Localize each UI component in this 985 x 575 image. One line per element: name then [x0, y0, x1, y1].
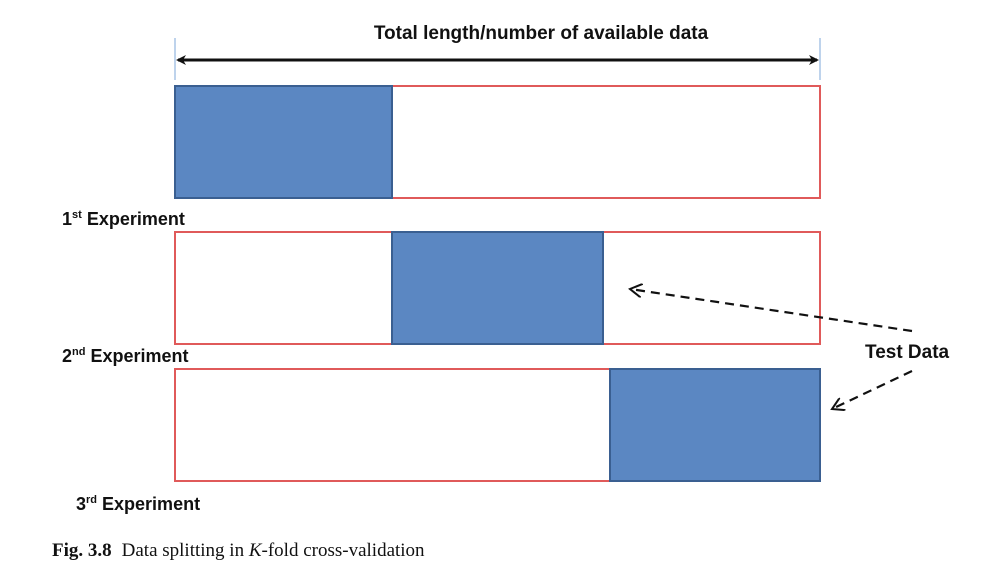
test-data-label: Test Data — [865, 342, 950, 363]
figure-caption: Fig. 3.8 Data splitting in K-fold cross-v… — [52, 540, 425, 562]
figure-number: Fig. 3.8 — [52, 540, 112, 561]
test-data-pointer-3 — [832, 370, 913, 409]
experiment-2-test-block — [391, 231, 604, 345]
caption-text-before: Data splitting in — [121, 540, 249, 561]
experiment-2-label: 2nd Experiment — [62, 346, 189, 366]
test-data-pointer-2 — [630, 289, 913, 333]
experiment-3-test-block — [609, 368, 821, 482]
experiment-3-label: 3rd Experiment — [76, 494, 200, 514]
experiment-1-label: 1st Experiment — [62, 209, 185, 229]
experiment-1-test-block — [174, 85, 393, 199]
caption-text-after: -fold cross-validation — [261, 540, 425, 561]
total-length-label: Total length/number of available data — [374, 23, 709, 44]
caption-italic-k: K — [248, 540, 262, 561]
